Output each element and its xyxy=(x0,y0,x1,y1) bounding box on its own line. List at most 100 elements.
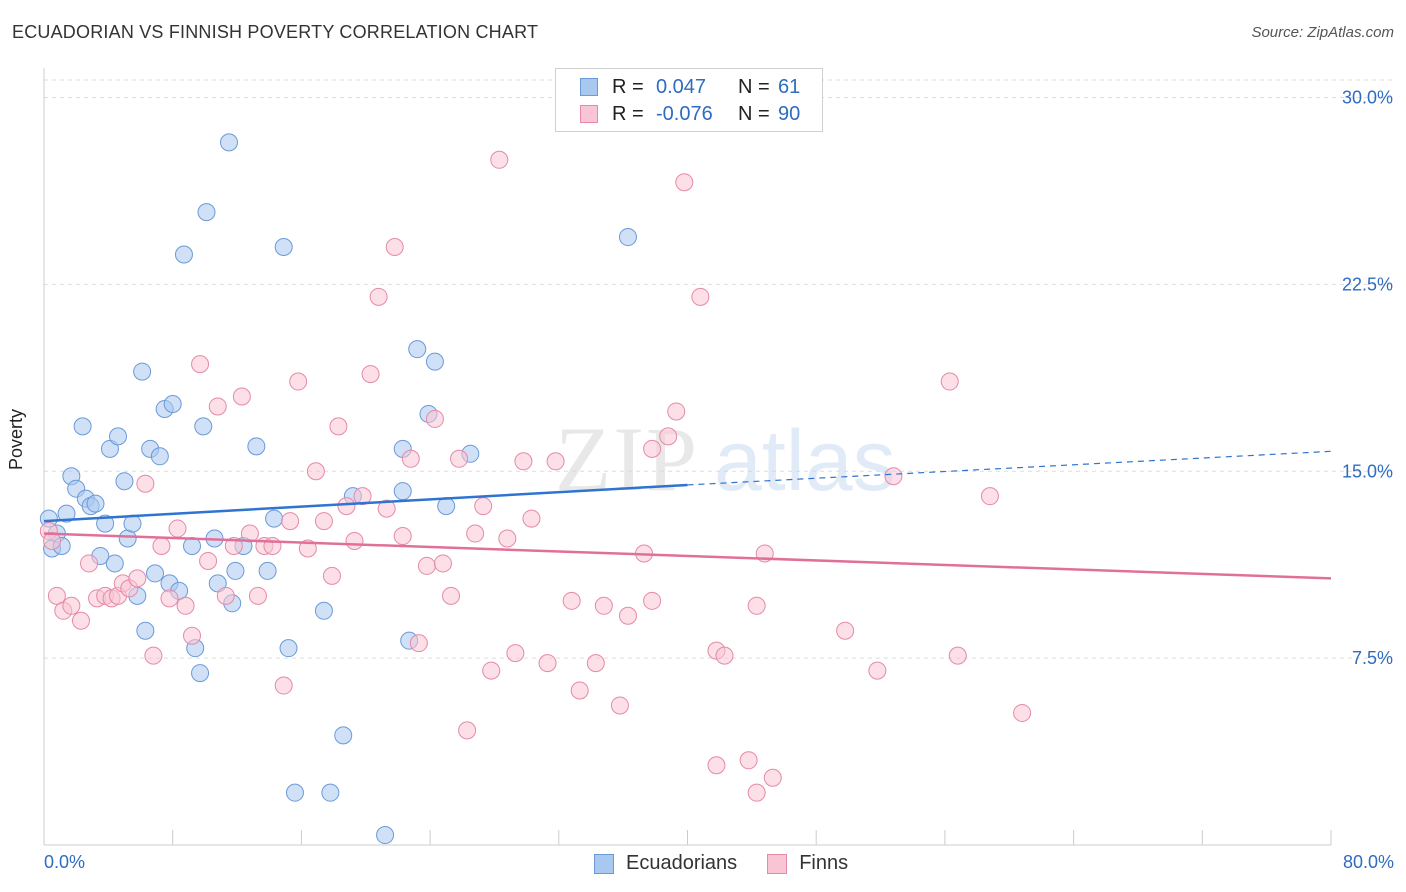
finn-point xyxy=(62,596,81,615)
ecuadorian-point xyxy=(437,497,456,516)
finn-point xyxy=(659,427,678,446)
ecuadorian-point xyxy=(96,514,115,533)
finn-point xyxy=(208,397,227,416)
legend-swatch-ecuadorians xyxy=(580,78,598,96)
ecuadorian-point xyxy=(57,504,76,523)
ecuadorian-point xyxy=(174,245,193,264)
legend-row-finns: R = -0.076 N = 90 xyxy=(580,101,800,127)
ecuadorian-point xyxy=(150,447,169,466)
legend-n-label: N = xyxy=(738,75,770,98)
finn-point xyxy=(128,569,147,588)
ecuadorian-point xyxy=(393,482,412,501)
finn-point xyxy=(980,487,999,506)
finn-point xyxy=(474,497,493,516)
finn-point xyxy=(594,596,613,615)
finn-point xyxy=(136,474,155,493)
finn-point xyxy=(1013,703,1032,722)
finn-point xyxy=(433,554,452,573)
finn-point xyxy=(586,654,605,673)
finn-point xyxy=(450,449,469,468)
finn-point xyxy=(948,646,967,665)
finn-point xyxy=(248,586,267,605)
ecuadorian-point xyxy=(146,564,165,583)
finn-point xyxy=(232,387,251,406)
ecuadorian-point xyxy=(220,133,239,152)
finn-point xyxy=(836,621,855,640)
finn-point xyxy=(643,439,662,458)
finn-point xyxy=(281,512,300,531)
finn-point xyxy=(176,596,195,615)
ecuadorian-point xyxy=(109,427,128,446)
ecuadorian-point xyxy=(274,238,293,256)
series-legend-ecuadorians: Ecuadorians xyxy=(594,852,737,875)
finn-point xyxy=(191,355,210,374)
axes xyxy=(43,68,1332,846)
finn-point xyxy=(498,529,517,548)
legend-r-label: R = xyxy=(612,75,644,98)
finn-point xyxy=(522,509,541,528)
ecuadorians-points xyxy=(39,133,637,845)
legend-r-label: R = xyxy=(612,102,644,125)
ecuadorian-point xyxy=(191,664,210,683)
finn-point xyxy=(224,537,243,555)
finn-point xyxy=(458,721,477,740)
series-legend: Ecuadorians Finns xyxy=(594,852,878,875)
ecuadorian-point xyxy=(226,561,245,580)
finn-point xyxy=(329,417,348,436)
ecuadorian-point xyxy=(408,340,427,359)
finn-point xyxy=(868,661,887,680)
finn-point xyxy=(514,452,533,471)
y-tick-label: 30.0% xyxy=(1342,88,1393,108)
finn-point xyxy=(409,634,428,653)
finn-point xyxy=(385,238,404,256)
ecuadorian-point xyxy=(86,494,105,513)
watermark-atlas: atlas xyxy=(714,413,896,509)
finn-point xyxy=(675,173,694,192)
ecuadorian-point xyxy=(115,472,134,491)
series-label-finns: Finns xyxy=(799,852,849,874)
finn-point xyxy=(570,681,589,700)
finn-point xyxy=(72,611,91,630)
finns-trend-line xyxy=(43,532,1332,580)
finn-point xyxy=(618,606,637,625)
finn-point xyxy=(289,372,308,391)
correlation-legend: R = 0.047 N = 61 R = -0.076 N = 90 xyxy=(555,68,823,132)
x-tick-label-min: 0.0% xyxy=(44,852,86,872)
finn-point xyxy=(747,596,766,615)
y-axis-label: Poverty xyxy=(6,408,26,470)
finn-point xyxy=(506,644,525,663)
ecuadorian-point xyxy=(197,203,216,222)
finn-point xyxy=(306,462,325,481)
finn-point xyxy=(298,539,317,558)
x-tick-label-max: 80.0% xyxy=(1342,852,1394,872)
legend-swatch-finns xyxy=(580,105,598,123)
finn-point xyxy=(482,661,501,680)
finn-point xyxy=(707,756,726,775)
ecuadorian-point xyxy=(73,417,92,436)
finn-point xyxy=(667,402,686,421)
finn-point xyxy=(940,372,959,391)
legend-r-value: -0.076 xyxy=(656,102,713,125)
finn-point xyxy=(610,696,629,715)
ecuadorians-trend-line xyxy=(43,483,688,523)
source-label: Source: ZipAtlas.com xyxy=(1251,24,1394,41)
ecuadorian-point xyxy=(136,621,155,640)
ecuadorians-trend-extension xyxy=(687,450,1332,486)
finn-point xyxy=(377,499,396,518)
ecuadorian-point xyxy=(425,352,444,371)
finn-point xyxy=(401,449,420,468)
finn-point xyxy=(337,497,356,516)
series-legend-finns: Finns xyxy=(767,852,848,875)
ecuadorian-point xyxy=(314,601,333,620)
finn-point xyxy=(490,150,509,169)
finn-point xyxy=(763,768,782,787)
ecuadorian-point xyxy=(265,509,284,528)
finn-point xyxy=(562,591,581,610)
finn-point xyxy=(160,589,179,608)
finn-point xyxy=(353,487,372,506)
ecuadorian-point xyxy=(105,554,124,573)
finn-point xyxy=(715,646,734,665)
finn-point xyxy=(361,365,380,384)
ecuadorian-point xyxy=(618,228,637,247)
